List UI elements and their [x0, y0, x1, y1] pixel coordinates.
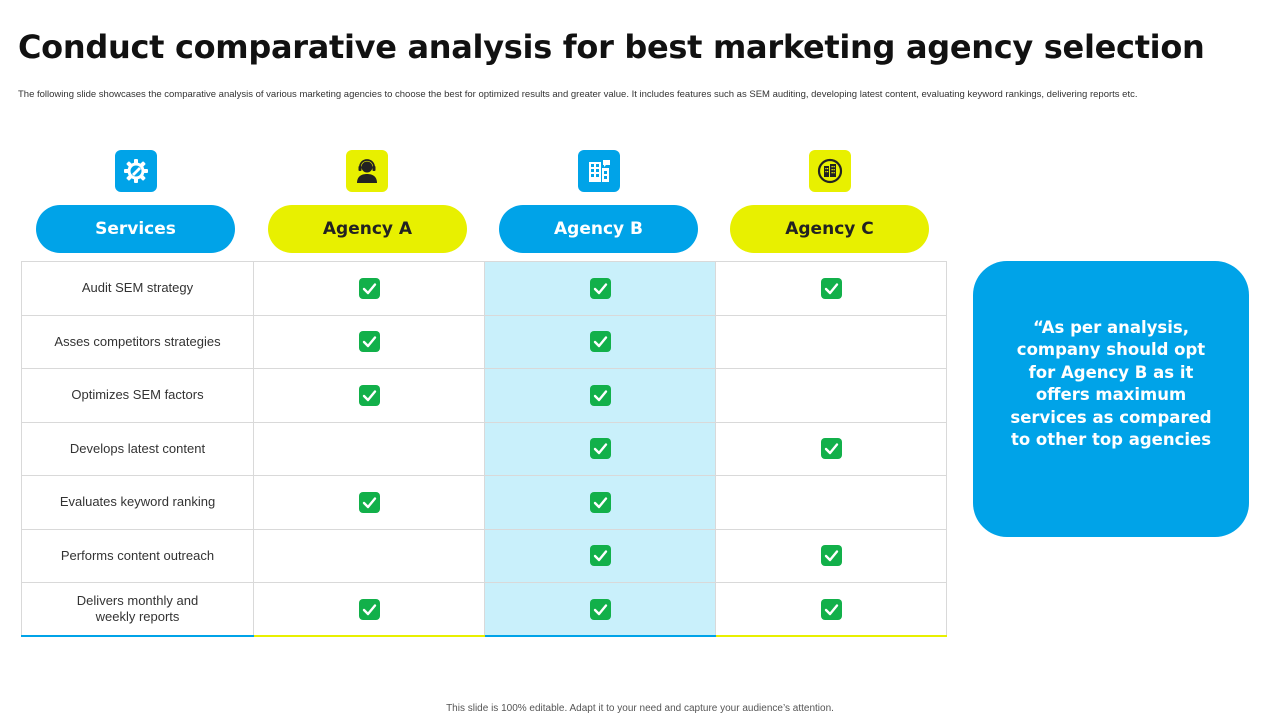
checkmark-icon [358, 277, 380, 299]
checkmark-icon [820, 598, 842, 620]
checkmark-icon [589, 545, 611, 567]
agency-b-cell [484, 314, 716, 369]
agency-b-cell [484, 475, 716, 530]
agency-b-cell [484, 582, 716, 637]
settings-gear-icon [115, 150, 157, 192]
agency-b-cell [484, 368, 716, 423]
service-label-line: weekly reports [95, 609, 180, 624]
service-label: Performs content outreach [60, 547, 215, 563]
table-row: Performs content outreach [21, 528, 947, 583]
checkmark-icon [589, 277, 611, 299]
checkmark-icon [358, 598, 380, 620]
agency-c-cell [715, 528, 947, 583]
callout-text: “As per analysis, company should opt for… [1010, 317, 1212, 450]
service-label-line: Delivers monthly and [76, 593, 199, 608]
checkmark-icon [589, 384, 611, 406]
agency-c-cell [715, 261, 947, 316]
footer-note: This slide is 100% editable. Adapt it to… [446, 703, 834, 714]
agency-a-cell [253, 368, 485, 423]
column-header-agency-b: Agency B [499, 205, 698, 253]
table-row: Audit SEM strategy [21, 261, 947, 316]
checkmark-icon [358, 384, 380, 406]
checkmark-icon [820, 438, 842, 460]
service-label: Asses competitors strategies [54, 333, 221, 349]
table-row: Develops latest content [21, 421, 947, 476]
agency-a-cell [253, 582, 485, 637]
service-cell: Develops latest content [21, 421, 254, 476]
service-cell: Evaluates keyword ranking [21, 475, 254, 530]
service-label: Optimizes SEM factors [71, 387, 204, 403]
agency-c-cell [715, 368, 947, 423]
column-header-services: Services [36, 205, 235, 253]
checkmark-icon [589, 331, 611, 353]
agency-b-cell [484, 261, 716, 316]
checkmark-icon [820, 545, 842, 567]
agency-a-cell [253, 421, 485, 476]
agency-c-cell [715, 421, 947, 476]
page-subtitle: The following slide showcases the compar… [18, 89, 1138, 100]
checkmark-icon [589, 491, 611, 513]
agency-b-cell [484, 421, 716, 476]
building-badge-icon [809, 150, 851, 192]
agency-a-cell [253, 314, 485, 369]
checkmark-icon [358, 491, 380, 513]
agency-b-cell [484, 528, 716, 583]
column-header-agency-c: Agency C [730, 205, 929, 253]
service-cell: Asses competitors strategies [21, 314, 254, 369]
table-row: Optimizes SEM factors [21, 368, 947, 423]
service-cell: Audit SEM strategy [21, 261, 254, 316]
agency-a-cell [253, 528, 485, 583]
table-row: Asses competitors strategies [21, 314, 947, 369]
checkmark-icon [358, 331, 380, 353]
service-label: Audit SEM strategy [81, 280, 194, 296]
agent-headset-icon [346, 150, 388, 192]
checkmark-icon [589, 598, 611, 620]
service-cell: Performs content outreach [21, 528, 254, 583]
checkmark-icon [820, 277, 842, 299]
recommendation-callout: “As per analysis, company should opt for… [973, 261, 1249, 537]
agency-a-cell [253, 261, 485, 316]
checkmark-icon [589, 438, 611, 460]
agency-c-cell [715, 314, 947, 369]
comparison-table: Audit SEM strategy Asses competitors stra… [21, 261, 947, 637]
agency-c-cell [715, 475, 947, 530]
service-label: Develops latest content [69, 440, 206, 456]
service-label: Evaluates keyword ranking [59, 494, 216, 510]
agency-a-cell [253, 475, 485, 530]
table-row: Evaluates keyword ranking [21, 475, 947, 530]
table-row: Delivers monthly and weekly reports [21, 582, 947, 637]
column-header-agency-a: Agency A [268, 205, 467, 253]
service-cell: Optimizes SEM factors [21, 368, 254, 423]
agency-c-cell [715, 582, 947, 637]
service-cell: Delivers monthly and weekly reports [21, 582, 254, 637]
office-building-icon [578, 150, 620, 192]
page-title: Conduct comparative analysis for best ma… [18, 28, 1205, 66]
